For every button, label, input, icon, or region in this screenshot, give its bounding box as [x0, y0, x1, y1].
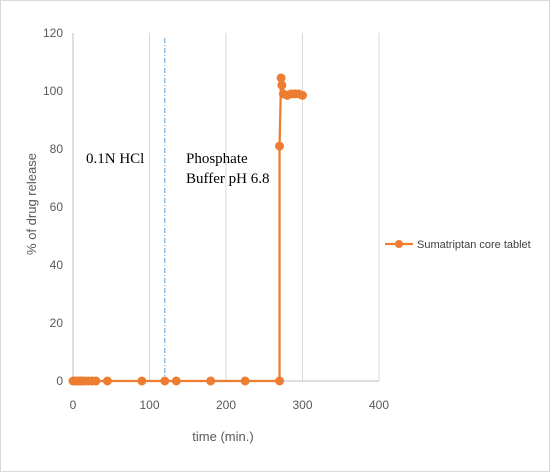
x-tick-400: 400 — [369, 398, 389, 412]
data-point — [298, 90, 307, 100]
x-tick-0: 0 — [70, 398, 77, 412]
annotation-buffer-line2: Buffer pH 6.8 — [186, 171, 269, 187]
data-point — [275, 141, 285, 151]
data-point — [171, 376, 181, 386]
gridlines — [149, 33, 380, 381]
y-tick-120: 120 — [43, 26, 63, 40]
data-point — [91, 376, 101, 386]
y-tick-80: 80 — [50, 142, 64, 156]
y-tick-0: 0 — [56, 374, 63, 388]
data-point — [206, 376, 216, 386]
x-tick-100: 100 — [139, 398, 159, 412]
legend-swatch-marker — [395, 240, 403, 248]
tick-labels: 0 100 200 300 400 0 20 40 60 80 100 120 — [43, 26, 389, 412]
legend-label: Sumatriptan core tablet — [417, 239, 531, 251]
y-tick-60: 60 — [50, 200, 64, 214]
annotation-buffer-line1: Phosphate — [186, 151, 248, 167]
data-point — [276, 73, 286, 83]
x-axis-title: time (min.) — [192, 429, 253, 444]
data-point — [277, 80, 287, 90]
data-point — [275, 376, 285, 386]
legend: Sumatriptan core tablet — [385, 239, 531, 251]
data-point — [160, 376, 170, 386]
y-tick-100: 100 — [43, 84, 63, 98]
data-point — [240, 376, 250, 386]
data-point — [102, 376, 112, 386]
series-line-0 — [73, 76, 303, 383]
x-tick-200: 200 — [216, 398, 236, 412]
annotation-hcl: 0.1N HCl — [86, 151, 144, 167]
x-tick-300: 300 — [292, 398, 312, 412]
y-tick-20: 20 — [50, 316, 64, 330]
y-axis-title: % of drug release — [24, 153, 39, 255]
data-point — [137, 376, 147, 386]
y-tick-40: 40 — [50, 258, 64, 272]
series-group — [68, 73, 307, 386]
